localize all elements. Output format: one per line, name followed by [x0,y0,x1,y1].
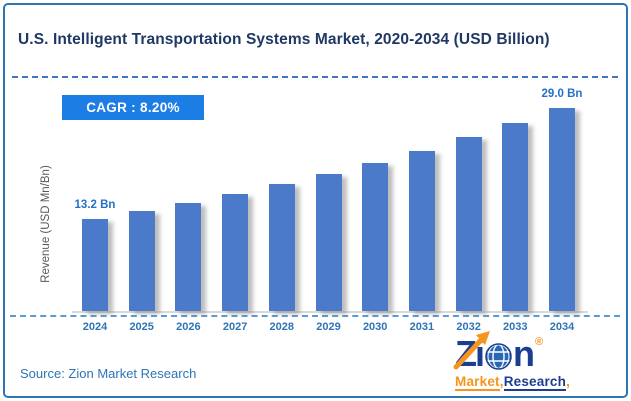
source-text: Source: Zion Market Research [20,366,197,381]
x-tick-2029: 2029 [316,321,341,333]
chart-title: U.S. Intelligent Transportation Systems … [18,31,550,48]
logo-text-research: Research [503,374,567,391]
zion-logo-wordmark: Zi n ® [453,331,585,374]
bar-2026 [175,202,202,311]
x-tick-2030: 2030 [362,321,388,333]
zion-logo: Zi n ® Market,Research, [453,331,585,393]
bar-2034 [549,108,575,311]
bar-2032 [455,137,482,311]
bar-2027 [222,194,249,311]
x-tick-2031: 2031 [409,321,435,333]
x-tick-2034: 2034 [549,321,575,333]
bottom-dashed-divider [10,315,620,317]
bar-2024 [82,218,108,311]
bar-2033 [502,123,529,311]
data-label-2024: 13.2 Bn [74,198,116,211]
y-axis-label: Revenue (USD Mn/Bn) [40,165,52,283]
zion-logo-subtext: Market,Research, [455,374,585,391]
registered-mark: ® [535,336,544,348]
x-tick-2028: 2028 [269,321,295,333]
data-label-2034: 29.0 Bn [541,88,583,100]
globe-icon [485,342,512,370]
bar-2025 [128,210,155,311]
bar-2030 [362,162,389,311]
logo-comma-2: , [566,374,571,389]
x-tick-2027: 2027 [222,321,248,333]
bar-2028 [268,184,295,311]
x-tick-2024: 2024 [82,321,108,333]
logo-text-n: n [513,333,535,374]
logo-comma-1: , [499,374,504,389]
top-dashed-divider [12,76,618,78]
x-tick-2025: 2025 [129,321,154,333]
x-tick-2033: 2033 [503,321,528,333]
x-tick-2026: 2026 [176,321,201,333]
x-axis-line [72,311,588,313]
logo-text-zi: Zi [455,333,485,374]
bar-2031 [408,150,435,311]
bar-2029 [315,173,342,311]
cagr-badge: CAGR : 8.20% [62,95,204,120]
x-tick-2032: 2032 [456,321,481,333]
logo-text-market: Market [455,374,500,391]
